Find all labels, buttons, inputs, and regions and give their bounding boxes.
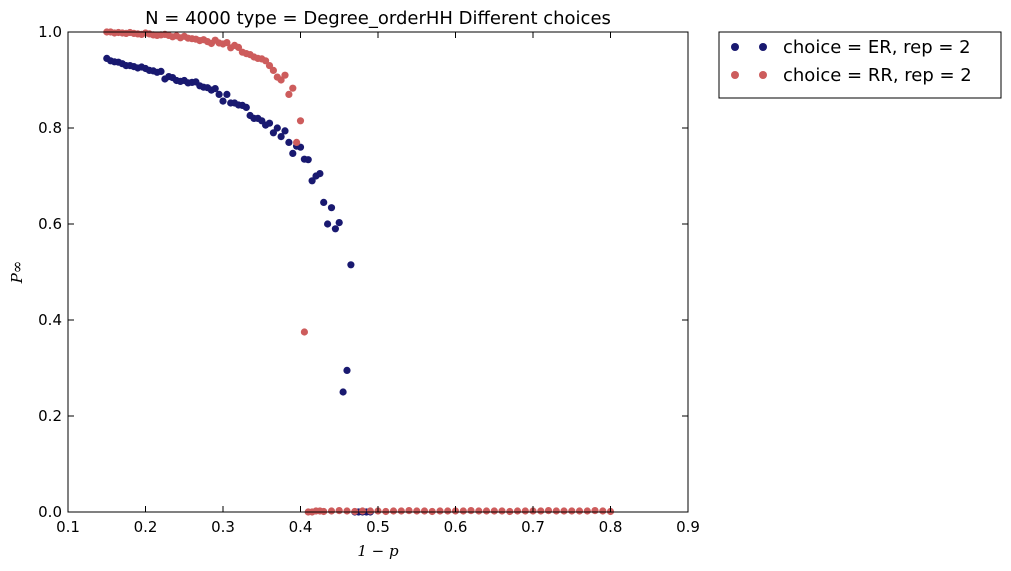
series-1-point	[591, 507, 599, 515]
legend-marker	[759, 71, 767, 79]
series-0-point	[273, 124, 281, 132]
plot-frame	[67, 31, 689, 513]
series-1-point	[521, 507, 529, 515]
series-1-point	[490, 507, 498, 515]
legend: choice = ER, rep = 2 choice = RR, rep = 2	[718, 31, 1002, 99]
legend-marker	[731, 71, 739, 79]
x-tick-label: 0.1	[56, 518, 80, 536]
series-1-point	[599, 507, 607, 515]
series-0-point	[347, 261, 355, 269]
y-tick-label: 0.6	[38, 215, 62, 233]
series-1-point	[285, 90, 293, 98]
axes: 0.1 0.2 0.3 0.4 0.5 0.6 0.7 0.8 0.9 0.0 0.2 0.4 0.6 0…	[38, 23, 700, 536]
x-tick-label: 0.7	[521, 518, 545, 536]
series-1-point	[234, 43, 243, 52]
legend-marker	[759, 43, 767, 51]
series-1-point	[436, 507, 444, 515]
series-1-point	[444, 507, 452, 515]
legend-box	[718, 31, 1002, 99]
series-1-point	[568, 507, 576, 515]
series-1-point	[343, 507, 351, 515]
y-axis-label: P∞	[8, 261, 26, 285]
series-1-point	[405, 507, 413, 515]
y-tick-label: 0.8	[38, 119, 62, 137]
series-1-point	[281, 71, 289, 79]
series-0-point	[269, 129, 277, 137]
series-1-point	[265, 62, 274, 70]
series-0-point	[304, 156, 312, 164]
series-1-point	[366, 507, 374, 515]
series-0-point	[223, 90, 231, 98]
series-0-point	[324, 220, 332, 228]
series-0-point	[343, 366, 351, 374]
series-1-point	[327, 507, 336, 515]
series-1-point	[413, 507, 421, 515]
series-0-point	[215, 90, 223, 98]
series-1-point	[223, 39, 231, 47]
series-1-point	[296, 117, 305, 125]
series-0-point	[327, 204, 336, 212]
series-1-point	[420, 507, 429, 515]
y-tick-label: 0.4	[38, 311, 62, 329]
x-tick-label: 0.6	[444, 518, 468, 536]
legend-label: choice = ER, rep = 2	[783, 37, 971, 58]
series-1-point	[289, 84, 297, 92]
series-0-point	[335, 219, 343, 227]
series-0-point	[316, 170, 324, 178]
series-1-point	[467, 507, 475, 515]
legend-marker	[731, 43, 739, 51]
series-0-point	[296, 143, 305, 151]
y-tick-label: 0.0	[38, 503, 62, 521]
series-1-point	[358, 507, 367, 515]
x-axis-label: 1 − p	[357, 542, 399, 560]
series-1-point	[269, 66, 277, 74]
series-1-point	[575, 507, 584, 515]
series-1-point	[482, 507, 491, 515]
chart-title: N = 4000 type = Degree_orderHH Different…	[145, 8, 611, 29]
x-tick-label: 0.3	[211, 518, 235, 536]
series-0-point	[211, 85, 219, 93]
y-tick-label: 1.0	[38, 23, 62, 41]
legend-label: choice = RR, rep = 2	[783, 65, 972, 86]
series-1-point	[513, 507, 522, 515]
series-0-point	[320, 198, 328, 206]
data-points	[103, 28, 615, 516]
x-tick-label: 0.2	[134, 518, 158, 536]
series-1-point	[293, 138, 301, 146]
series-1-point	[397, 507, 405, 515]
series-0-point	[331, 225, 339, 233]
series-1-point	[583, 507, 591, 515]
series-0-point	[277, 133, 285, 141]
series-1-point	[389, 507, 398, 515]
series-0-point	[285, 138, 293, 146]
x-tick-label: 0.4	[289, 518, 313, 536]
series-1-point	[277, 76, 285, 84]
series-1-point	[544, 507, 553, 515]
y-tick-label: 0.2	[38, 407, 62, 425]
series-1-point	[262, 57, 270, 65]
series-0-point	[157, 67, 165, 75]
x-tick-label: 0.5	[366, 518, 390, 536]
series-0-point	[339, 388, 347, 396]
series-1-point	[498, 507, 506, 515]
series-1-point	[560, 507, 568, 515]
series-1-point	[537, 507, 545, 515]
series-0-point	[308, 177, 316, 185]
series-0-point	[281, 127, 289, 135]
series-1-point	[300, 328, 308, 336]
series-1-point	[475, 507, 483, 515]
series-0-point	[289, 149, 297, 157]
series-0-point	[242, 103, 250, 111]
series-0-point	[265, 119, 274, 127]
series-1-point	[335, 507, 343, 515]
series-0-point	[219, 97, 227, 105]
x-tick-label: 0.9	[676, 518, 700, 536]
x-tick-label: 0.8	[599, 518, 623, 536]
series-1-point	[459, 507, 467, 515]
series-1-point	[552, 507, 560, 515]
